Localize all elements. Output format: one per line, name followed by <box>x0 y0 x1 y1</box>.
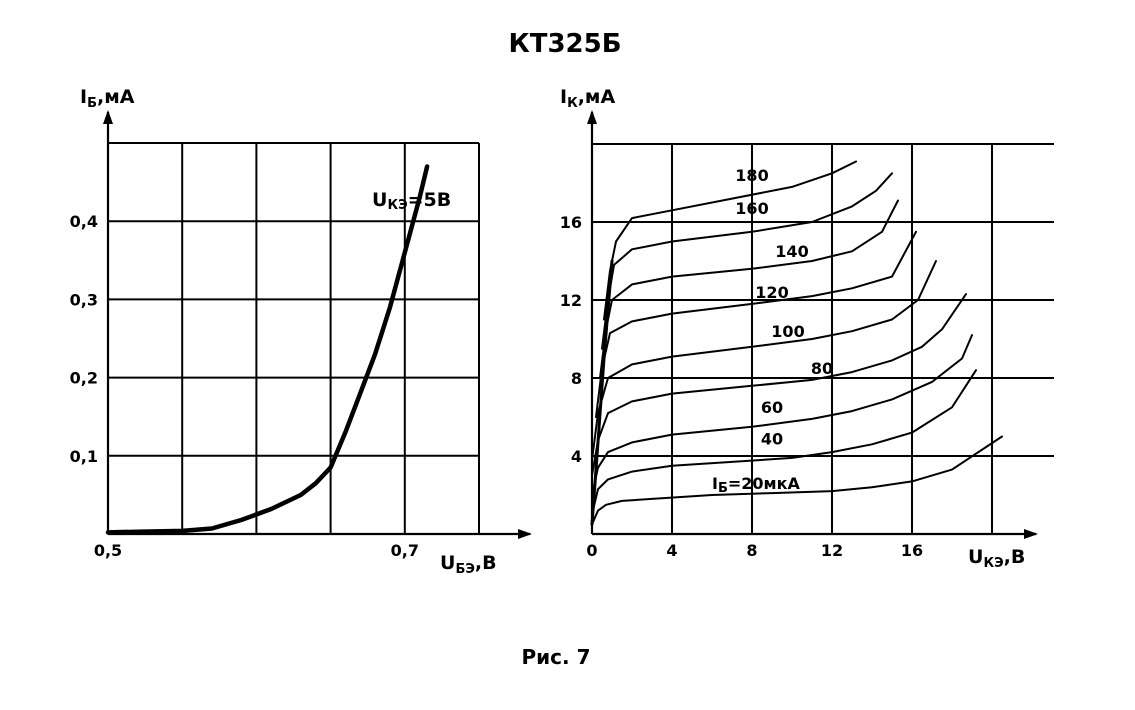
curve-label-ib-20: IБ=20мкА <box>712 474 800 496</box>
curve-label-ib-40: 40 <box>761 429 783 448</box>
curve-label-ib-100: 100 <box>771 322 804 341</box>
output-curve-ib-140 <box>599 199 899 379</box>
y-axis-arrow-icon <box>587 110 597 124</box>
y-tick-label: 8 <box>571 369 582 388</box>
x-axis-arrow-icon <box>1024 529 1038 539</box>
base-input-characteristic-chart: 0,1 0,2 0,3 0,4 0,5 0,7 IБ,мА UБЭ,В UКЭ=5В <box>70 86 532 577</box>
uce-annotation: UКЭ=5В <box>372 189 451 213</box>
x-axis-label: UБЭ,В <box>440 552 497 577</box>
saturation-envelope-line <box>590 259 614 526</box>
y-tick-label: 0,3 <box>70 290 98 309</box>
x-tick-label: 0,7 <box>391 541 419 560</box>
figure-title: КТ325Б <box>508 29 621 59</box>
output-curve-ib-20 <box>591 435 1003 526</box>
output-curve-ib-40 <box>591 369 977 516</box>
y-axis-label: IК,мА <box>560 86 615 111</box>
x-tick-label: 8 <box>746 541 757 560</box>
output-curve-ib-80 <box>591 293 967 477</box>
x-tick-label: 0 <box>586 541 597 560</box>
curve-label-ib-120: 120 <box>755 283 788 302</box>
x-axis-arrow-icon <box>518 529 532 539</box>
output-curve-ib-60 <box>591 334 973 496</box>
figure-caption: Рис. 7 <box>521 645 590 669</box>
curve-label-ib-160: 160 <box>735 199 768 218</box>
output-curve-ib-120 <box>595 230 917 418</box>
y-tick-label: 4 <box>571 447 582 466</box>
x-tick-label: 0,5 <box>94 541 122 560</box>
input-characteristic-curve <box>105 164 430 535</box>
output-curve-ib-100 <box>591 260 937 461</box>
curve-label-ib-60: 60 <box>761 398 783 417</box>
y-tick-label: 0,1 <box>70 447 98 466</box>
y-axis-label: IБ,мА <box>80 86 135 111</box>
x-tick-label: 16 <box>901 541 923 560</box>
x-tick-label: 12 <box>821 541 843 560</box>
y-tick-label: 16 <box>560 213 582 232</box>
y-axis-arrow-icon <box>103 110 113 124</box>
x-tick-label: 4 <box>666 541 677 560</box>
y-tick-label: 0,2 <box>70 369 98 388</box>
x-axis-label: UКЭ,В <box>968 546 1025 571</box>
curve-label-ib-80: 80 <box>811 359 833 378</box>
curve-label-ib-180: 180 <box>735 166 768 185</box>
y-tick-label: 12 <box>560 291 582 310</box>
curve-label-ib-140: 140 <box>775 242 808 261</box>
y-tick-label: 0,4 <box>70 212 98 231</box>
